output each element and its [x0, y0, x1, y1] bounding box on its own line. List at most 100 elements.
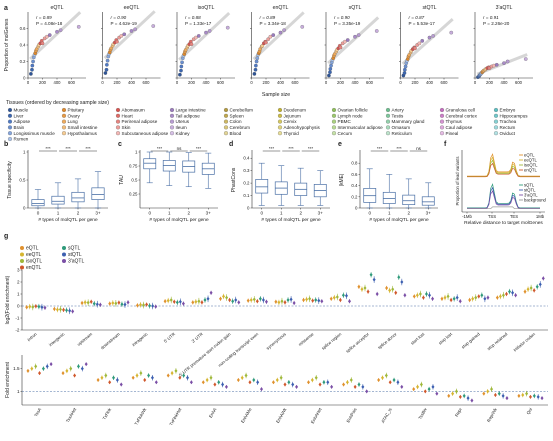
x-tick-label: 0: [27, 80, 30, 85]
x-tick-label: 0: [474, 80, 477, 85]
point-stQTL: [361, 384, 365, 389]
scatter-point: [254, 63, 258, 68]
point-eeQTL: [170, 371, 174, 376]
legend-swatch: [277, 119, 283, 124]
sig-label: ***: [45, 146, 51, 151]
point-stQTL: [151, 304, 155, 308]
point-enQTL: [34, 304, 38, 309]
category-TxFlnkHet: TxFlnkHet: [166, 368, 193, 426]
legend-swatch: [115, 107, 121, 113]
y-tick-label: 0: [23, 206, 26, 211]
legend-label: Hippocampus: [500, 113, 529, 118]
legend-label: Subcutaneous adipose: [122, 131, 169, 136]
point-3'aQTL: [119, 382, 123, 387]
facet-eQTL: eQTL 0 200 400 600 0 0.2 0.4 0.6 r = 0.89P = 4.08…: [20, 5, 86, 85]
point-stQTL: [80, 366, 84, 371]
point-isoQTL: [335, 295, 339, 299]
box-0: 0: [363, 168, 377, 216]
tissue-legend-item: Rectum: [493, 125, 516, 130]
point-stQTL: [396, 380, 400, 385]
point-isoQTL: [314, 375, 318, 380]
facet-enQTL: enQTL 0 200 400 600 r = 0.89P = 3.34e-18: [250, 5, 310, 85]
point-sQTL: [231, 299, 235, 304]
y-tick-label: 0.2: [20, 59, 26, 64]
legend-swatch: [277, 125, 283, 130]
x-tick-label: 0: [368, 211, 371, 216]
point-enQTL: [421, 295, 425, 300]
sig-label: ***: [308, 146, 314, 151]
x-tick-label: 600: [515, 80, 523, 85]
y-tick-label: 0.3: [243, 168, 250, 173]
legend-swatch: [223, 119, 229, 124]
point-enQTL: [62, 307, 66, 312]
point-enQTL: [458, 394, 462, 399]
x-tick-label: TssBiv: [417, 406, 428, 420]
stat-r: r = 0.87: [409, 15, 425, 20]
x-tick-label: EnhAHet: [310, 406, 323, 424]
point-3'aQTL: [84, 362, 88, 367]
x-tick-label: EnhAWk: [275, 406, 288, 424]
category-non-coding transcript exon: non-coding transcript exon: [217, 296, 268, 368]
point-isoQTL: [252, 297, 256, 302]
point-sQTL: [286, 298, 290, 302]
point-eQTL: [412, 387, 416, 392]
tissue-legend-item: Muscle: [7, 108, 28, 113]
point-eQTL: [447, 393, 451, 398]
point-sQTL: [217, 380, 221, 385]
point-isoQTL: [418, 292, 422, 296]
point-isoQTL: [525, 391, 529, 396]
point-isoQTL: [419, 382, 423, 387]
point-isoQTL: [349, 378, 353, 382]
x-tick-label: 3+: [426, 211, 432, 216]
legend-swatch: [277, 113, 283, 118]
x-tick-label: downstream: [100, 331, 121, 350]
y-tick-label: 0.4: [20, 43, 26, 48]
box-body: [421, 196, 435, 206]
category-Repr: Repr: [447, 388, 474, 418]
tissue-legend-item: Longissimus muscle: [7, 131, 55, 136]
point-3'aQTL: [43, 305, 47, 310]
y-tick-label: 0: [355, 206, 358, 211]
point-eQTL: [131, 375, 135, 380]
tissue-legend-item: Intermuscular adipose: [331, 125, 383, 130]
point-3'aQTL: [375, 292, 379, 296]
legend-label: sQTL: [68, 246, 80, 252]
tissue-legend-item: Small intestine: [61, 125, 98, 130]
scatter-point: [104, 67, 109, 72]
legend-label: Kidney: [176, 131, 191, 136]
tissue-legend-item: Pituitary: [61, 108, 85, 113]
point-enQTL: [117, 300, 121, 305]
tissue-legend-item: Trachea: [493, 119, 517, 124]
scatter-point: [431, 34, 435, 38]
x-tick-label: 1: [388, 211, 391, 216]
tissue-legend-item: Abomasum: [115, 107, 145, 113]
x-tick-label: ATAC_Is: [380, 407, 393, 424]
tissue-legend-item: Tail adipose: [169, 113, 200, 118]
boxplot-panel-d: 0 0.1 0.2 0.3 0.4 PhastCons 0 1 2 3+ *** *** *** # ty…: [231, 146, 330, 223]
y-tick-label: 0.5: [131, 178, 138, 183]
point-eQTL: [135, 303, 139, 308]
scatter-point: [133, 27, 137, 32]
sig-label: ***: [377, 146, 383, 151]
point-eQTL: [271, 380, 275, 385]
legend-swatch: [493, 125, 499, 130]
x-tick-label: 3+: [206, 211, 212, 216]
legend-swatch: [223, 131, 229, 136]
legend-label: Caul adipose: [446, 125, 473, 130]
box-1: 1: [162, 151, 176, 216]
legend-swatch: [7, 113, 13, 118]
legend-label: sQTL: [524, 183, 535, 188]
box-3+: 3+: [421, 182, 435, 216]
regression-band: [327, 16, 380, 65]
category-TxFlnkWk: TxFlnkWk: [131, 370, 158, 426]
tissue-legend-item: Heart: [115, 113, 133, 118]
legend-swatch: [169, 107, 175, 113]
sig-label: ***: [396, 146, 402, 151]
point-stQTL: [428, 293, 432, 298]
category-3' UTR: 3' UTR: [191, 290, 213, 344]
legend-swatch: [7, 136, 13, 142]
x-tick-label: 400: [426, 80, 434, 85]
box-3+: 3+: [313, 170, 327, 216]
point-3'aQTL: [400, 384, 404, 389]
